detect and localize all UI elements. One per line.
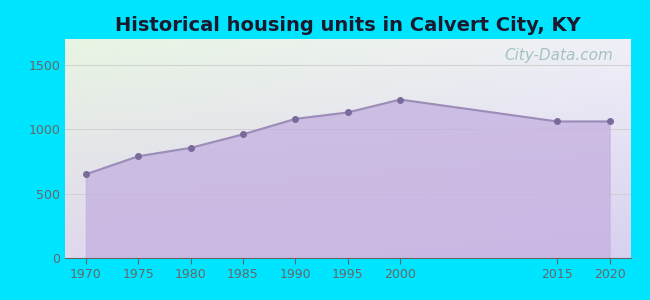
- Title: Historical housing units in Calvert City, KY: Historical housing units in Calvert City…: [115, 16, 580, 35]
- Text: City-Data.com: City-Data.com: [504, 48, 614, 63]
